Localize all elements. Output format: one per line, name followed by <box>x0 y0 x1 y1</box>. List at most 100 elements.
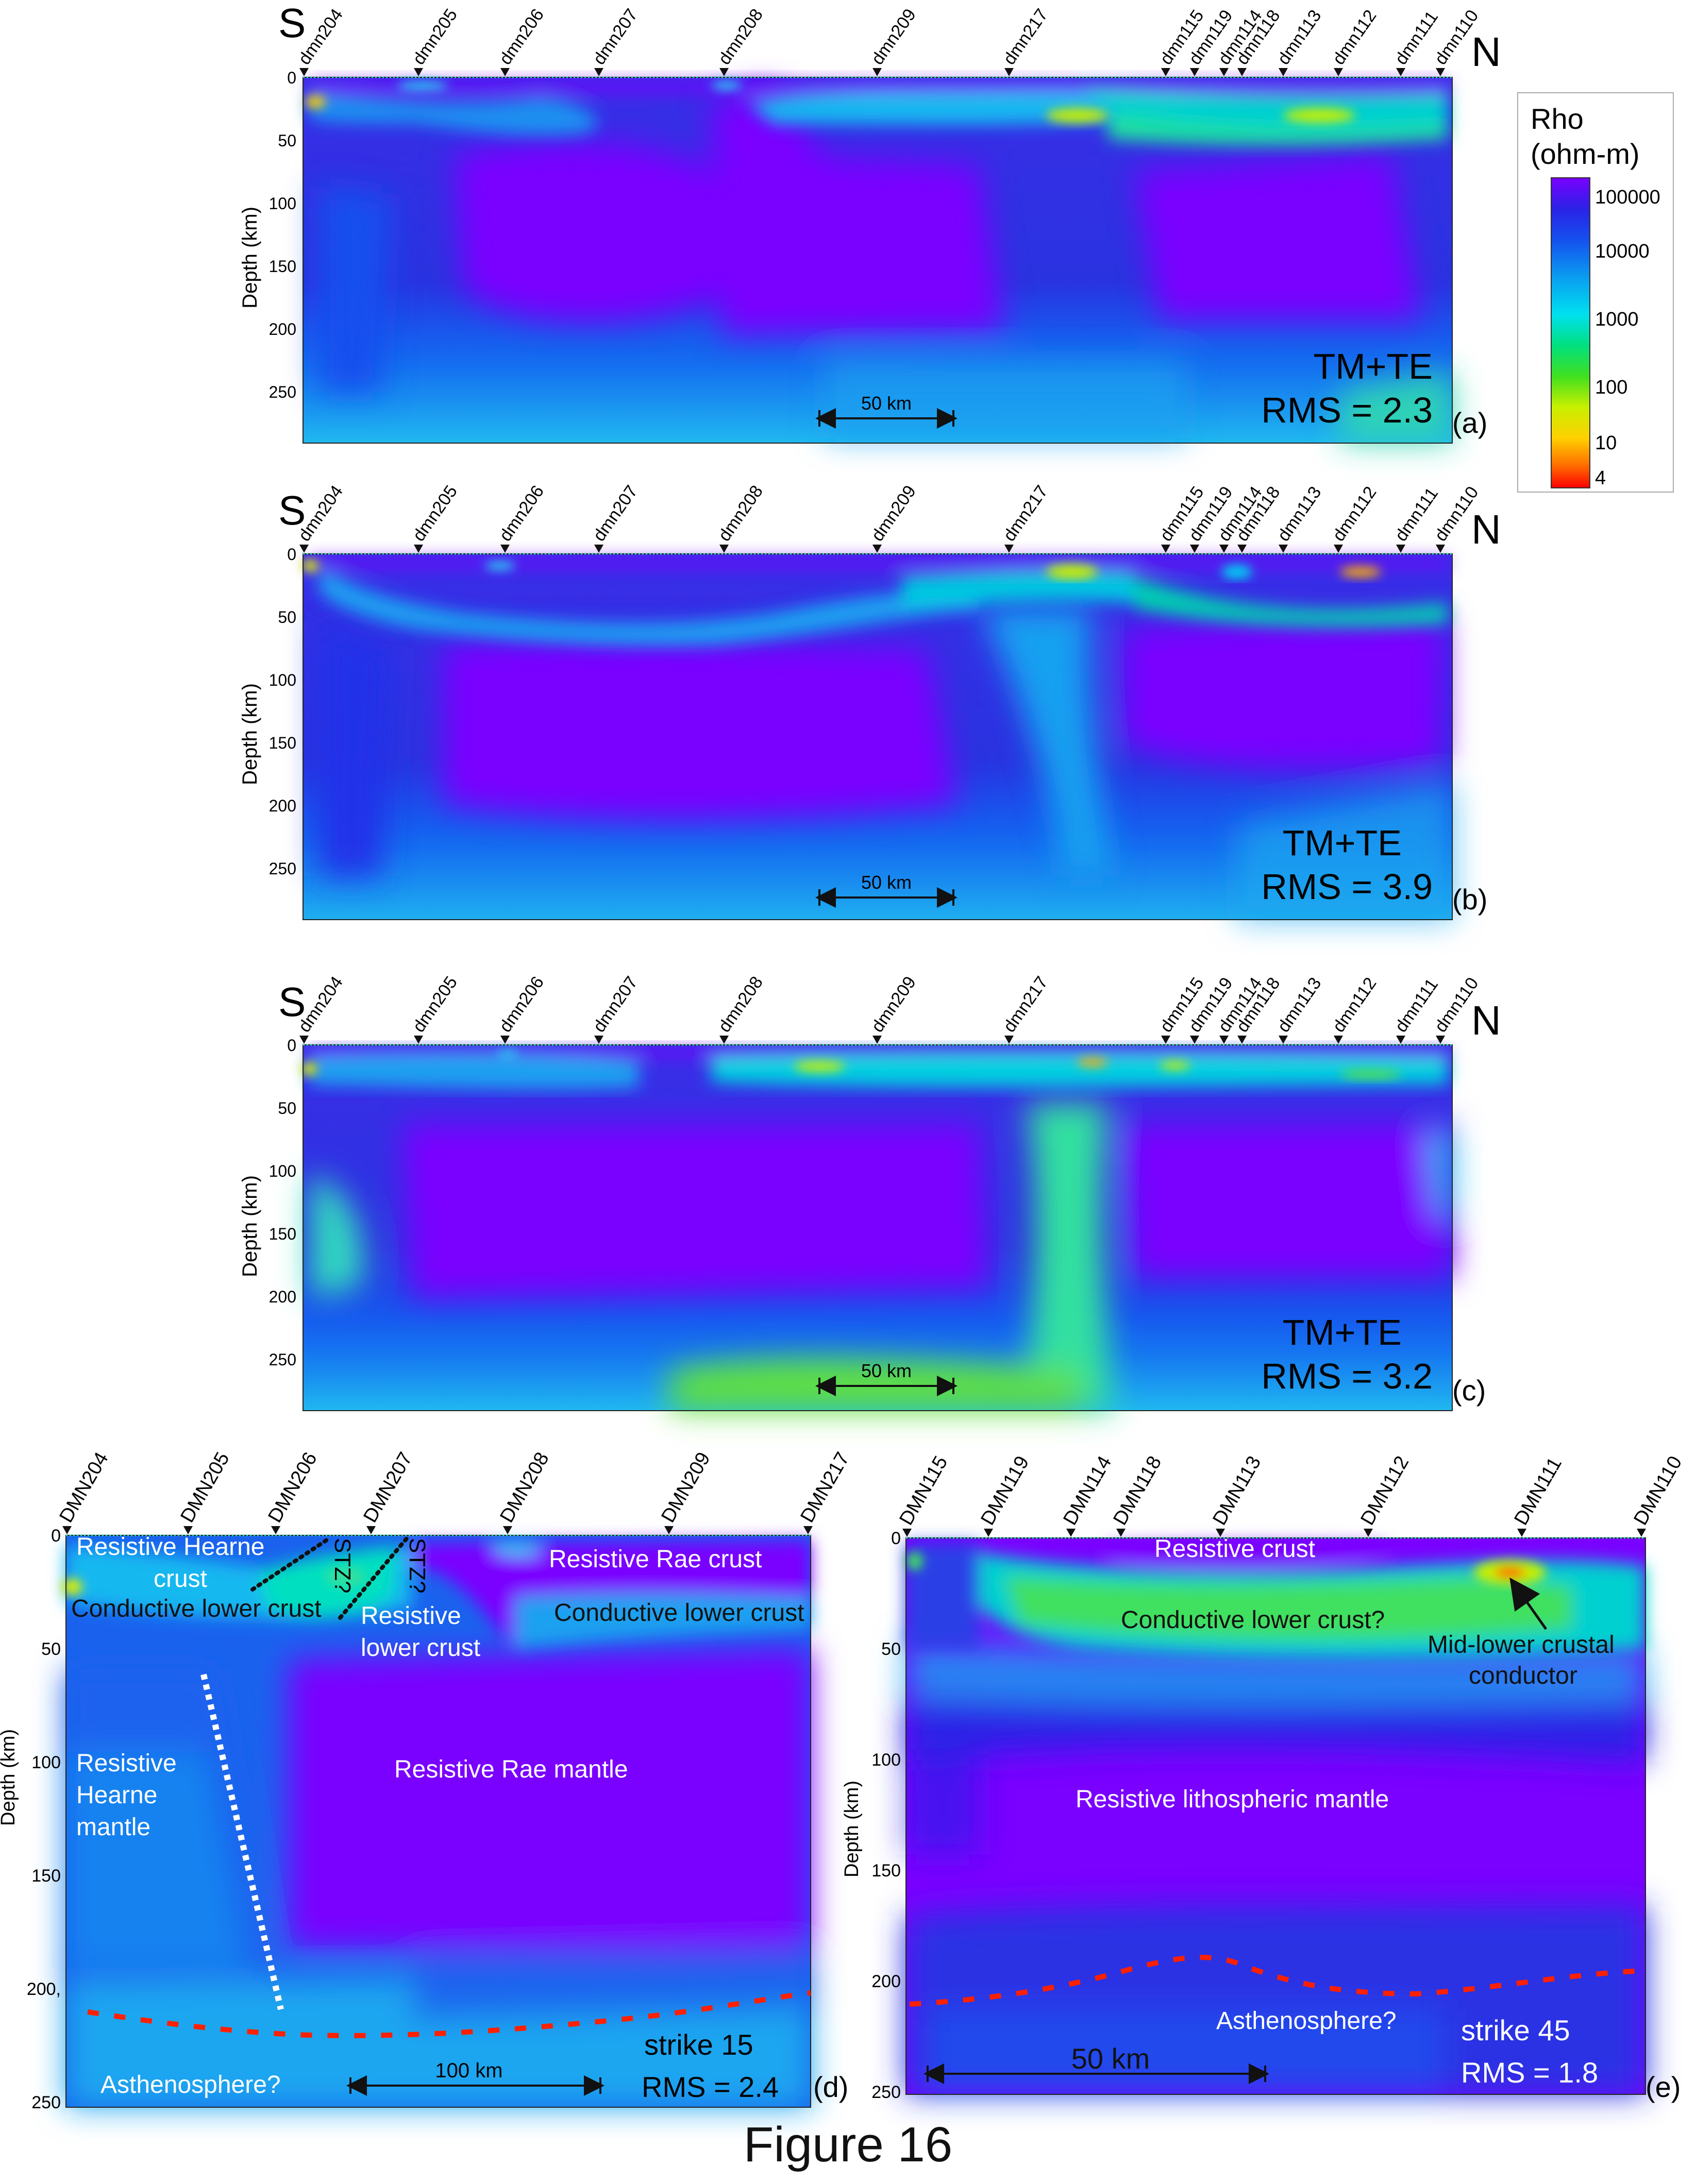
station-marker-icon <box>1334 545 1343 553</box>
annotation-label: Mid-lower crustal <box>1428 1631 1615 1658</box>
station-marker-icon <box>1066 1529 1076 1537</box>
y-axis-c: 0 50 100 150 200 250 Depth (km) <box>239 1036 296 1369</box>
strike-label: strike 15 <box>644 2028 753 2061</box>
annotation-label: Resistive Hearne <box>76 1533 264 1561</box>
mode-label: TM+TE <box>1283 1312 1402 1352</box>
station-marker-icon <box>872 545 882 553</box>
station-marker-icon <box>1436 68 1445 76</box>
y-axis-label: Depth (km) <box>239 207 261 309</box>
y-tick-label: 250 <box>31 2093 61 2112</box>
y-tick-label: 150 <box>269 734 296 752</box>
station-marker-icon <box>594 68 603 76</box>
annotation-label: crust <box>154 1565 207 1593</box>
colorbar-unit: (ohm-m) <box>1531 138 1640 170</box>
station-label: DMN206 <box>264 1449 321 1527</box>
resistivity-colorbar: Rho (ohm-m) 100000 10000 1000 100 10 4 <box>1517 92 1674 493</box>
station-label: dmn207 <box>589 5 642 68</box>
y-axis-b: 0 50 100 150 200 250 Depth (km) <box>239 545 296 878</box>
station-marker-icon <box>1161 545 1170 553</box>
scale-bar-c: 50 km <box>815 1360 958 1396</box>
resistivity-image-e <box>906 1538 1645 2094</box>
annotation-label: Asthenosphere? <box>1216 2007 1397 2035</box>
y-tick-label: 150 <box>31 1866 61 1886</box>
y-tick-label: 150 <box>871 1861 901 1881</box>
colorbar-frame <box>1517 92 1674 493</box>
figure-caption: Figure 16 <box>743 2117 953 2172</box>
y-tick-label: 150 <box>269 257 296 276</box>
model-panel-a: S N 0 50 100 150 200 250 Depth (km) dmn2… <box>239 0 1501 444</box>
station-label: dmn208 <box>714 482 767 545</box>
station-label: dmn113 <box>1273 974 1325 1036</box>
y-tick-label: 200, <box>27 1979 61 1999</box>
station-marker-icon <box>1216 1529 1225 1537</box>
station-label: dmn205 <box>409 482 461 545</box>
station-marker-icon <box>803 1526 813 1534</box>
station-label: DMN204 <box>55 1449 112 1527</box>
station-label: dmn207 <box>589 482 642 545</box>
station-marker-icon <box>414 1036 423 1044</box>
annotations-e: Resistive crust Conductive lower crust? … <box>1076 1535 1615 2035</box>
annotation-label: Conductive lower crust <box>71 1595 322 1622</box>
mode-label: TM+TE <box>1314 346 1433 386</box>
station-marker-icon <box>1161 68 1170 76</box>
station-label: DMN113 <box>1208 1452 1265 1529</box>
station-label: dmn206 <box>495 5 548 68</box>
north-label: N <box>1471 29 1501 75</box>
colorbar-tick: 100 <box>1595 377 1627 398</box>
y-tick-label: 50 <box>881 1639 901 1659</box>
annotation-label: mantle <box>76 1814 150 1841</box>
station-marker-icon <box>1219 1036 1229 1044</box>
station-label: DMN205 <box>176 1449 233 1527</box>
station-marker-icon <box>500 68 510 76</box>
y-axis-e: 0 50 100 150 200 250 Depth (km) <box>841 1529 901 2102</box>
station-label: DMN207 <box>359 1449 416 1527</box>
scale-bar-e: 50 km <box>923 2042 1269 2084</box>
plot-frame-e <box>905 1537 1646 2095</box>
station-label: dmn209 <box>867 973 920 1036</box>
rms-label: RMS = 3.9 <box>1261 867 1433 907</box>
station-marker-icon <box>414 545 423 553</box>
y-tick-label: 0 <box>287 545 296 564</box>
scale-bar-a: 50 km <box>815 393 958 429</box>
y-tick-label: 50 <box>41 1639 61 1659</box>
model-panel-b: S N 0 50 100 150 200 250 Depth (km) dmn2… <box>239 482 1501 920</box>
station-marker-icon <box>1517 1529 1526 1537</box>
scale-bar-d: 100 km <box>346 2059 604 2096</box>
station-marker-icon <box>1279 68 1288 76</box>
annotation-label: conductor <box>1469 1662 1577 1689</box>
y-tick-label: 0 <box>287 1036 296 1055</box>
south-label: S <box>278 979 306 1025</box>
station-label: dmn205 <box>409 5 461 68</box>
station-marker-icon <box>1334 1036 1343 1044</box>
station-label: dmn208 <box>714 973 767 1036</box>
y-tick-label: 0 <box>287 69 296 87</box>
scale-label: 100 km <box>435 2059 502 2082</box>
station-row-a: dmn204 dmn205 dmn206 dmn207 dmn208 dmn209 dmn2… <box>294 5 1483 76</box>
colorbar-tick: 4 <box>1595 467 1606 489</box>
station-marker-icon <box>1279 545 1288 553</box>
station-label: dmn209 <box>867 482 920 545</box>
y-tick-label: 50 <box>278 131 296 150</box>
y-tick-label: 200 <box>269 320 296 338</box>
station-marker-icon <box>1279 1036 1288 1044</box>
lab-line <box>87 1990 811 2038</box>
rms-label: RMS = 2.4 <box>642 2071 779 2103</box>
conductor-arrow <box>1509 1577 1548 1630</box>
station-marker-icon <box>1004 68 1014 76</box>
resistivity-image-a <box>303 77 1452 443</box>
station-marker-icon <box>1637 1529 1646 1537</box>
station-label: dmn113 <box>1273 6 1325 68</box>
station-label: dmn209 <box>867 5 920 68</box>
station-label: DMN114 <box>1059 1452 1116 1529</box>
resistivity-image-b <box>302 554 1452 920</box>
station-marker-icon <box>1190 1036 1199 1044</box>
station-label: DMN111 <box>1510 1454 1566 1529</box>
station-label: dmn217 <box>999 5 1052 68</box>
station-marker-icon <box>1436 1036 1445 1044</box>
station-row-b: dmn204 dmn205 dmn206 dmn207 dmn208 dmn209 dmn2… <box>294 482 1483 553</box>
annotation-label: Resistive crust <box>1154 1535 1315 1563</box>
annotations-d: Resistive Hearne crust Conductive lower … <box>71 1533 804 2098</box>
station-label: dmn113 <box>1273 483 1325 545</box>
y-tick-label: 250 <box>269 859 296 878</box>
